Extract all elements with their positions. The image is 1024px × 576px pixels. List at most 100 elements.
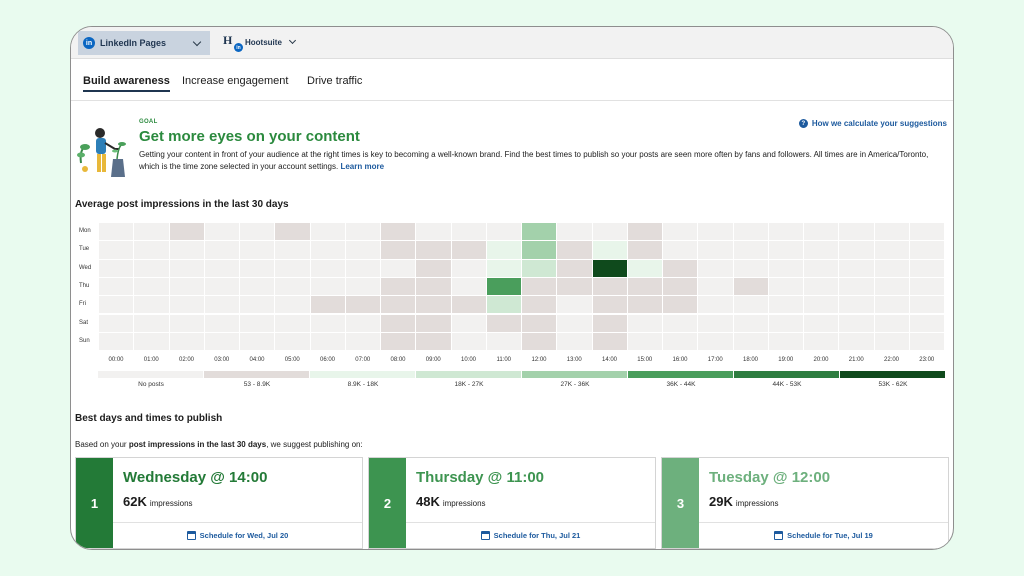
heatmap-cell[interactable]	[592, 277, 627, 296]
heatmap-cell[interactable]	[804, 296, 839, 314]
heatmap-cell[interactable]	[204, 296, 239, 314]
heatmap-cell[interactable]	[557, 223, 592, 241]
heatmap-cell[interactable]	[592, 314, 627, 332]
heatmap-cell[interactable]	[698, 296, 733, 314]
heatmap-cell[interactable]	[768, 314, 803, 332]
heatmap-cell[interactable]	[416, 223, 451, 241]
heatmap-cell[interactable]	[310, 314, 345, 332]
heatmap-cell[interactable]	[99, 296, 134, 314]
heatmap-cell[interactable]	[839, 241, 874, 259]
heatmap-cell[interactable]	[663, 223, 698, 241]
heatmap-cell[interactable]	[240, 296, 275, 314]
heatmap-cell[interactable]	[310, 259, 345, 277]
heatmap-cell[interactable]	[663, 332, 698, 351]
heatmap-cell[interactable]	[839, 296, 874, 314]
heatmap-cell[interactable]	[698, 314, 733, 332]
heatmap-cell[interactable]	[627, 332, 662, 351]
heatmap-cell[interactable]	[310, 277, 345, 296]
heatmap-cell[interactable]	[451, 259, 486, 277]
heatmap-cell[interactable]	[169, 332, 204, 351]
heatmap-cell[interactable]	[240, 241, 275, 259]
heatmap-cell[interactable]	[451, 314, 486, 332]
heatmap-cell[interactable]	[204, 332, 239, 351]
heatmap-cell[interactable]	[909, 296, 944, 314]
heatmap-cell[interactable]	[275, 223, 310, 241]
heatmap-cell[interactable]	[134, 259, 169, 277]
heatmap-cell[interactable]	[240, 259, 275, 277]
heatmap-cell[interactable]	[839, 332, 874, 351]
heatmap-cell[interactable]	[804, 241, 839, 259]
account-select[interactable]: in LinkedIn Pages	[78, 31, 210, 55]
heatmap-cell[interactable]	[486, 277, 521, 296]
heatmap-cell[interactable]	[345, 314, 380, 332]
heatmap-cell[interactable]	[804, 332, 839, 351]
heatmap-cell[interactable]	[839, 314, 874, 332]
heatmap-cell[interactable]	[909, 223, 944, 241]
heatmap-cell[interactable]	[627, 223, 662, 241]
tab-build-awareness[interactable]: Build awareness	[83, 75, 170, 92]
heatmap-cell[interactable]	[381, 277, 416, 296]
heatmap-cell[interactable]	[134, 277, 169, 296]
heatmap-cell[interactable]	[698, 332, 733, 351]
heatmap-cell[interactable]	[99, 314, 134, 332]
heatmap-cell[interactable]	[99, 241, 134, 259]
heatmap-cell[interactable]	[381, 259, 416, 277]
heatmap-cell[interactable]	[486, 223, 521, 241]
heatmap-cell[interactable]	[768, 332, 803, 351]
heatmap-cell[interactable]	[733, 277, 768, 296]
heatmap-cell[interactable]	[275, 259, 310, 277]
heatmap-cell[interactable]	[134, 223, 169, 241]
heatmap-cell[interactable]	[345, 223, 380, 241]
heatmap-cell[interactable]	[169, 277, 204, 296]
heatmap-cell[interactable]	[345, 332, 380, 351]
heatmap-cell[interactable]	[240, 223, 275, 241]
how-we-calculate-link[interactable]: ? How we calculate your suggestions	[798, 119, 947, 128]
heatmap-cell[interactable]	[99, 277, 134, 296]
heatmap-cell[interactable]	[169, 241, 204, 259]
heatmap-cell[interactable]	[557, 277, 592, 296]
heatmap-cell[interactable]	[381, 223, 416, 241]
heatmap-cell[interactable]	[768, 259, 803, 277]
heatmap-cell[interactable]	[839, 259, 874, 277]
heatmap-cell[interactable]	[416, 277, 451, 296]
heatmap-cell[interactable]	[627, 259, 662, 277]
heatmap-cell[interactable]	[416, 314, 451, 332]
heatmap-cell[interactable]	[310, 241, 345, 259]
heatmap-cell[interactable]	[416, 296, 451, 314]
heatmap-cell[interactable]	[451, 223, 486, 241]
heatmap-cell[interactable]	[522, 259, 557, 277]
heatmap-cell[interactable]	[768, 223, 803, 241]
heatmap-cell[interactable]	[557, 332, 592, 351]
heatmap-cell[interactable]	[345, 241, 380, 259]
heatmap-cell[interactable]	[416, 241, 451, 259]
heatmap-cell[interactable]	[522, 314, 557, 332]
heatmap-cell[interactable]	[839, 277, 874, 296]
heatmap-cell[interactable]	[345, 296, 380, 314]
heatmap-cell[interactable]	[804, 314, 839, 332]
heatmap-cell[interactable]	[486, 314, 521, 332]
heatmap-cell[interactable]	[240, 277, 275, 296]
heatmap-cell[interactable]	[204, 259, 239, 277]
schedule-button[interactable]: Schedule for Tue, Jul 19	[699, 522, 948, 548]
heatmap-cell[interactable]	[99, 332, 134, 351]
heatmap-cell[interactable]	[310, 332, 345, 351]
heatmap-cell[interactable]	[522, 296, 557, 314]
heatmap-cell[interactable]	[486, 259, 521, 277]
heatmap-cell[interactable]	[627, 241, 662, 259]
heatmap-cell[interactable]	[557, 241, 592, 259]
heatmap-cell[interactable]	[99, 223, 134, 241]
heatmap-cell[interactable]	[839, 223, 874, 241]
heatmap-cell[interactable]	[733, 296, 768, 314]
heatmap-cell[interactable]	[134, 296, 169, 314]
heatmap-cell[interactable]	[698, 223, 733, 241]
heatmap-cell[interactable]	[909, 259, 944, 277]
heatmap-cell[interactable]	[451, 296, 486, 314]
heatmap-cell[interactable]	[592, 259, 627, 277]
heatmap-cell[interactable]	[451, 241, 486, 259]
heatmap-cell[interactable]	[169, 259, 204, 277]
heatmap-cell[interactable]	[204, 241, 239, 259]
heatmap-cell[interactable]	[310, 223, 345, 241]
heatmap-cell[interactable]	[169, 314, 204, 332]
heatmap-cell[interactable]	[663, 259, 698, 277]
heatmap-cell[interactable]	[522, 223, 557, 241]
